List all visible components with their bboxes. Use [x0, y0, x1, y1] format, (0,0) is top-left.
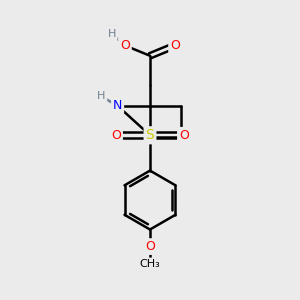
Text: N: N — [113, 99, 122, 112]
Text: H: H — [107, 29, 116, 39]
Text: CH₃: CH₃ — [140, 259, 160, 269]
Text: H: H — [97, 92, 106, 101]
Text: O: O — [179, 129, 189, 142]
Text: S: S — [146, 128, 154, 142]
Text: O: O — [145, 240, 155, 253]
Text: O: O — [120, 39, 130, 52]
Text: O: O — [111, 129, 121, 142]
Text: O: O — [170, 39, 180, 52]
